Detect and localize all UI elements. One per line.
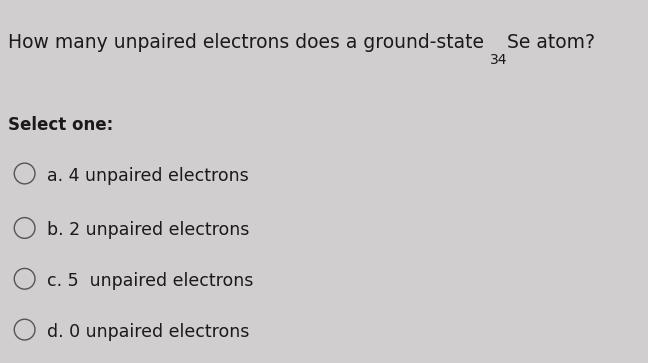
Text: Select one:: Select one: — [8, 116, 113, 134]
Text: d. 0 unpaired electrons: d. 0 unpaired electrons — [47, 323, 249, 341]
Text: a. 4 unpaired electrons: a. 4 unpaired electrons — [47, 167, 248, 185]
Text: How many unpaired electrons does a ground-state: How many unpaired electrons does a groun… — [8, 33, 490, 52]
Text: 34: 34 — [490, 53, 507, 67]
Text: Se atom?: Se atom? — [507, 33, 596, 52]
Text: c. 5  unpaired electrons: c. 5 unpaired electrons — [47, 272, 253, 290]
Text: b. 2 unpaired electrons: b. 2 unpaired electrons — [47, 221, 249, 240]
